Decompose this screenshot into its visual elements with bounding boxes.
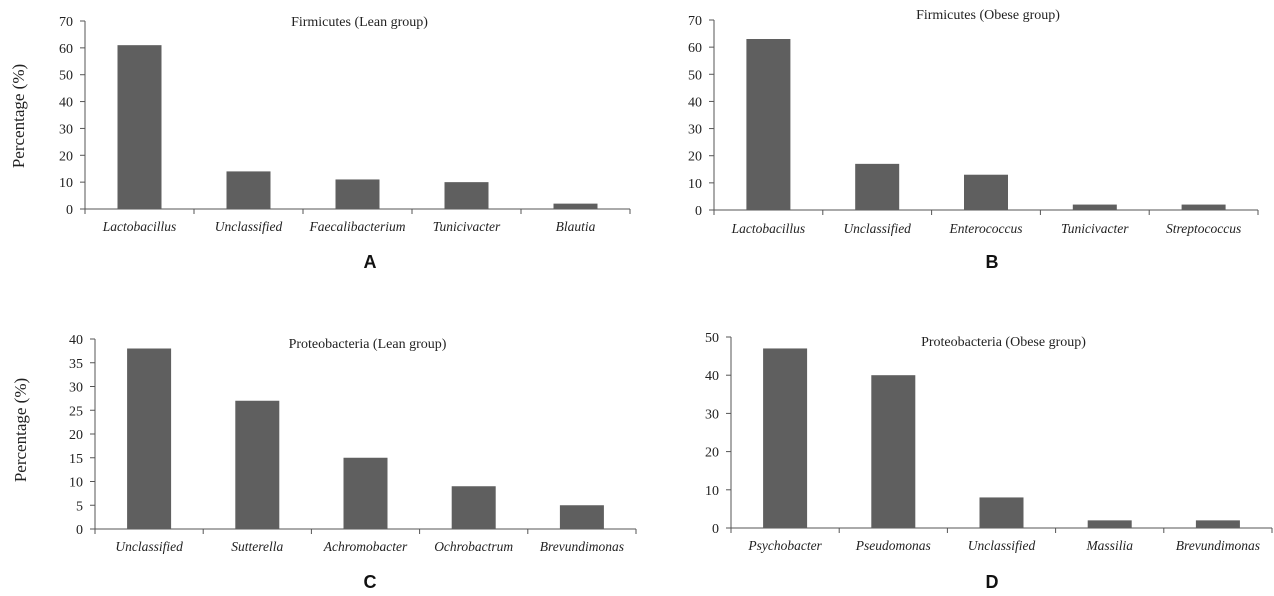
category-label: Tunicivacter — [1061, 221, 1129, 236]
panel-a: 0 10 20 30 40 50 60 70 Lactobacillus Unclassified… — [9, 15, 631, 272]
bar — [117, 45, 162, 209]
category-label: Tunicivacter — [433, 219, 501, 234]
y-tick-label: 0 — [66, 203, 73, 218]
y-tick-label: 5 — [76, 499, 83, 514]
y-tick-label: 40 — [688, 95, 702, 110]
bar — [235, 400, 280, 529]
panel-label: A — [364, 252, 377, 272]
bar — [871, 375, 916, 528]
bar — [979, 497, 1024, 528]
y-tick-label: 20 — [705, 446, 719, 461]
panel-d: 0 10 20 30 40 50 Psychobacter Pseudomonas Unclas… — [705, 331, 1273, 592]
y-tick-label: 20 — [59, 149, 73, 164]
y-tick-label: 30 — [59, 122, 73, 137]
category-label: Pseudomonas — [855, 538, 931, 553]
category-label: Streptococcus — [1166, 221, 1241, 236]
panel-b: 0 10 20 30 40 50 60 70 Lactobacillus Unclassified… — [688, 8, 1259, 272]
bar — [746, 39, 791, 210]
y-tick-label: 20 — [69, 428, 83, 443]
panel-label: B — [986, 252, 999, 272]
y-tick-label: 50 — [705, 331, 719, 346]
category-label: Brevundimonas — [540, 539, 624, 554]
y-tick-label: 70 — [688, 14, 702, 29]
bar — [335, 179, 380, 209]
y-tick-label: 40 — [69, 333, 83, 348]
bar — [127, 348, 172, 529]
category-label: Massilia — [1085, 538, 1133, 553]
y-tick-label: 0 — [712, 522, 719, 537]
bar — [343, 457, 388, 529]
bar — [855, 163, 900, 210]
y-tick-label: 30 — [69, 381, 83, 396]
category-label: Faecalibacterium — [309, 219, 406, 234]
y-tick-label: 15 — [69, 452, 83, 467]
bar — [1195, 520, 1240, 528]
y-tick-label: 60 — [59, 42, 73, 57]
category-label: Blautia — [556, 219, 596, 234]
chart-title: Firmicutes (Obese group) — [916, 8, 1060, 23]
y-tick-label: 30 — [705, 407, 719, 422]
category-label: Sutterella — [231, 539, 283, 554]
bar — [1181, 204, 1226, 210]
y-tick-label: 0 — [76, 523, 83, 538]
y-tick-label: 10 — [69, 476, 83, 491]
y-tick-label: 60 — [688, 41, 702, 56]
bar — [559, 505, 604, 529]
y-tick-label: 40 — [705, 369, 719, 384]
y-tick-label: 50 — [59, 69, 73, 84]
y-axis-label: Percentage (%) — [11, 378, 30, 482]
bar — [451, 486, 496, 529]
y-tick-label: 30 — [688, 123, 702, 138]
y-tick-label: 0 — [695, 204, 702, 219]
panel-c: 0 5 10 15 20 25 30 35 40 Unclassified Sutterella Ac… — [11, 333, 637, 592]
y-axis-label: Percentage (%) — [9, 64, 28, 168]
category-label: Psychobacter — [747, 538, 822, 553]
y-tick-label: 10 — [688, 177, 702, 192]
bar — [553, 203, 598, 209]
chart-title: Proteobacteria (Lean group) — [289, 337, 447, 352]
y-tick-label: 10 — [705, 484, 719, 499]
category-label: Brevundimonas — [1176, 538, 1260, 553]
category-label: Unclassified — [968, 538, 1036, 553]
category-label: Unclassified — [215, 219, 283, 234]
y-tick-label: 25 — [69, 404, 83, 419]
panel-label: C — [364, 572, 377, 592]
y-tick-label: 40 — [59, 96, 73, 111]
y-tick-label: 50 — [688, 68, 702, 83]
y-tick-label: 10 — [59, 176, 73, 191]
category-label: Ochrobactrum — [434, 539, 513, 554]
bar — [1072, 204, 1117, 210]
category-label: Achromobacter — [323, 539, 408, 554]
chart-title: Proteobacteria (Obese group) — [921, 335, 1086, 350]
bar — [444, 182, 489, 209]
chart-title: Firmicutes (Lean group) — [291, 15, 428, 30]
category-label: Enterococcus — [949, 221, 1023, 236]
bar — [1087, 520, 1132, 528]
category-label: Lactobacillus — [731, 221, 806, 236]
bar — [763, 348, 808, 528]
category-label: Lactobacillus — [102, 219, 177, 234]
bar — [964, 174, 1008, 210]
bar — [226, 171, 271, 209]
category-label: Unclassified — [115, 539, 183, 554]
category-label: Unclassified — [843, 221, 911, 236]
panel-label: D — [986, 572, 999, 592]
y-tick-label: 70 — [59, 15, 73, 30]
y-tick-label: 35 — [69, 357, 83, 372]
y-tick-label: 20 — [688, 150, 702, 165]
